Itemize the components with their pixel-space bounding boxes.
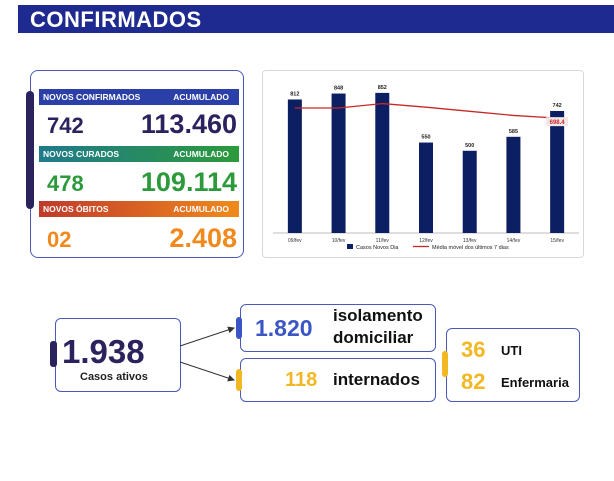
isolamento-value: 1.820 xyxy=(255,315,313,341)
obitos-label: NOVOS ÓBITOS xyxy=(43,204,109,214)
internados-value: 118 xyxy=(285,369,318,391)
enfermaria-label: Enfermaria xyxy=(501,375,569,390)
legend-bar-swatch xyxy=(347,244,353,249)
bar-12/fev xyxy=(419,142,433,233)
hospital-accent-bar xyxy=(442,351,448,377)
hospital-box: 36 UTI 82 Enfermaria xyxy=(442,328,580,402)
moving-average-label: 698.4 xyxy=(550,120,566,126)
bar-14/fev xyxy=(506,136,521,233)
x-tick-15/fev: 15/fev xyxy=(550,238,564,244)
bar-label-12/fev: 550 xyxy=(421,135,430,141)
x-tick-10/fev: 10/fev xyxy=(332,238,346,244)
curados-acum-label: ACUMULADO xyxy=(173,149,229,159)
banner: CONFIRMADOS xyxy=(0,0,614,36)
legend-bar-label: Casos Novos Dia xyxy=(356,245,399,251)
bar-label-09/fev: 812 xyxy=(290,91,299,97)
ativos-box: 1.938 Casos ativos xyxy=(50,318,181,392)
uti-value: 36 xyxy=(461,337,486,362)
banner-bar xyxy=(18,5,614,33)
bar-09/fev xyxy=(287,99,302,233)
legend-line-label: Média móvel dos últimos 7 dias xyxy=(432,245,509,251)
obitos-acumulado: 2.408 xyxy=(169,223,237,253)
confirmados-label: NOVOS CONFIRMADOS xyxy=(43,92,141,102)
stats-panel: NOVOS CONFIRMADOS ACUMULADO 742 113.460 … xyxy=(26,70,244,258)
panel-accent-bar xyxy=(26,91,34,209)
x-tick-11/fev: 11/fev xyxy=(376,238,390,244)
arrow-to-internados xyxy=(179,361,235,382)
confirmados-header: NOVOS CONFIRMADOS ACUMULADO xyxy=(39,89,239,105)
bar-10/fev xyxy=(331,93,346,233)
ativos-accent-bar xyxy=(50,341,57,367)
isolamento-accent-bar xyxy=(236,317,242,339)
x-tick-13/fev: 13/fev xyxy=(463,238,477,244)
obitos-header: NOVOS ÓBITOS ACUMULADO xyxy=(39,201,239,217)
obitos-acum-label: ACUMULADO xyxy=(173,204,229,214)
internados-box: 118 internados xyxy=(236,358,436,402)
isolamento-label-1: isolamento xyxy=(333,306,423,325)
x-tick-09/fev: 09/fev xyxy=(288,238,302,244)
x-tick-12/fev: 12/fev xyxy=(419,238,433,244)
bar-11/fev xyxy=(375,92,390,233)
bar-label-14/fev: 585 xyxy=(509,129,518,135)
internados-label: internados xyxy=(333,370,420,389)
ativos-value: 1.938 xyxy=(62,333,145,370)
isolamento-box: 1.820 isolamento domiciliar xyxy=(236,304,436,352)
obitos-novo: 02 xyxy=(47,227,72,252)
chart-container: 812 09/fev 848 10/fev 852 11/fev 550 12/fev 500 1… xyxy=(262,70,584,258)
confirmados-acumulado: 113.460 xyxy=(140,109,237,139)
page-title: CONFIRMADOS xyxy=(30,7,202,32)
curados-novo: 478 xyxy=(47,171,84,196)
bar-13/fev xyxy=(462,150,477,233)
uti-label: UTI xyxy=(501,343,522,358)
internados-accent-bar xyxy=(236,369,242,391)
isolamento-label-2: domiciliar xyxy=(333,328,414,347)
bar-15/fev xyxy=(550,110,565,233)
bar-label-10/fev: 848 xyxy=(334,86,343,92)
confirmados-novo: 742 xyxy=(47,113,84,138)
bar-label-11/fev: 852 xyxy=(378,85,387,91)
x-tick-14/fev: 14/fev xyxy=(507,238,521,244)
confirmados-acum-label: ACUMULADO xyxy=(173,92,229,102)
curados-acumulado: 109.114 xyxy=(140,167,237,197)
curados-label: NOVOS CURADOS xyxy=(43,149,120,159)
cases-chart: 812 09/fev 848 10/fev 852 11/fev 550 12/fev 500 1… xyxy=(273,85,579,251)
moving-average-label-bg xyxy=(546,117,569,127)
arrow-to-isolamento xyxy=(179,326,235,347)
moving-average-line xyxy=(294,102,558,119)
bar-label-13/fev: 500 xyxy=(465,143,474,149)
bar-label-15/fev: 742 xyxy=(553,103,562,109)
curados-header: NOVOS CURADOS ACUMULADO xyxy=(39,146,239,162)
enfermaria-value: 82 xyxy=(461,369,486,394)
ativos-label: Casos ativos xyxy=(80,371,148,383)
